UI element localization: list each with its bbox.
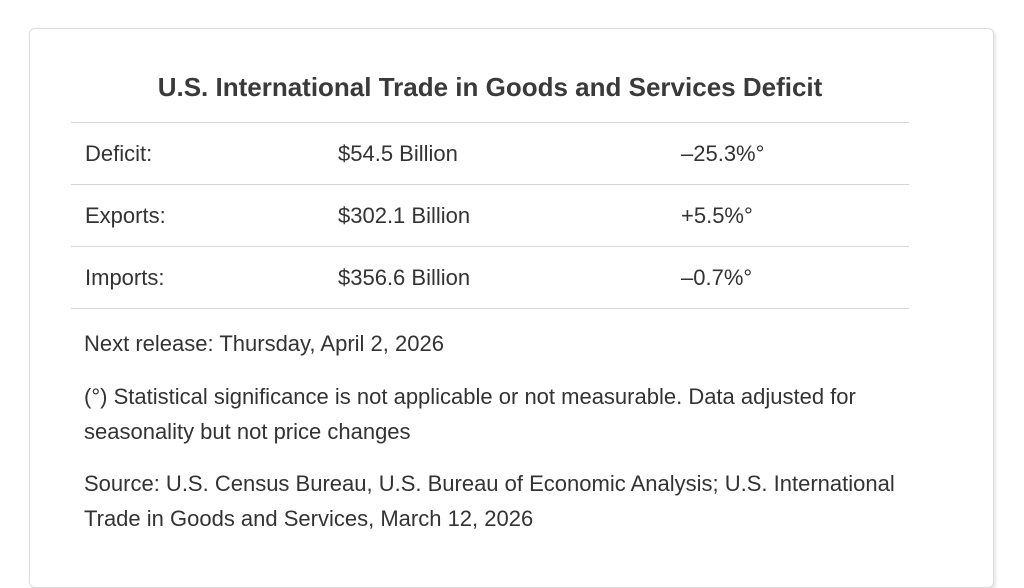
trade-deficit-card: U.S. International Trade in Goods and Se…	[29, 28, 994, 588]
row-value: $356.6 Billion	[338, 264, 471, 290]
card-title: U.S. International Trade in Goods and Se…	[157, 72, 823, 102]
row-label: Imports:	[85, 264, 165, 290]
row-value: $54.5 Billion	[338, 140, 458, 166]
table-row: Deficit: $54.5 Billion –25.3%°	[71, 122, 909, 185]
significance-note: (°) Statistical significance is not appl…	[84, 384, 856, 444]
table-row: Imports: $356.6 Billion –0.7%°	[71, 246, 909, 309]
row-value: $302.1 Billion	[338, 202, 471, 228]
source-note: Source: U.S. Census Bureau, U.S. Bureau …	[84, 471, 895, 531]
next-release-text: Next release: Thursday, April 2, 2026	[84, 331, 444, 356]
table-row: Exports: $302.1 Billion +5.5%°	[71, 184, 909, 247]
row-change: –0.7%°	[681, 264, 753, 290]
trade-data-table: Deficit: $54.5 Billion –25.3%° Exports: …	[71, 122, 909, 309]
row-label: Deficit:	[85, 140, 153, 166]
row-change: +5.5%°	[681, 202, 753, 228]
row-label: Exports:	[85, 202, 166, 228]
row-change: –25.3%°	[681, 140, 765, 166]
